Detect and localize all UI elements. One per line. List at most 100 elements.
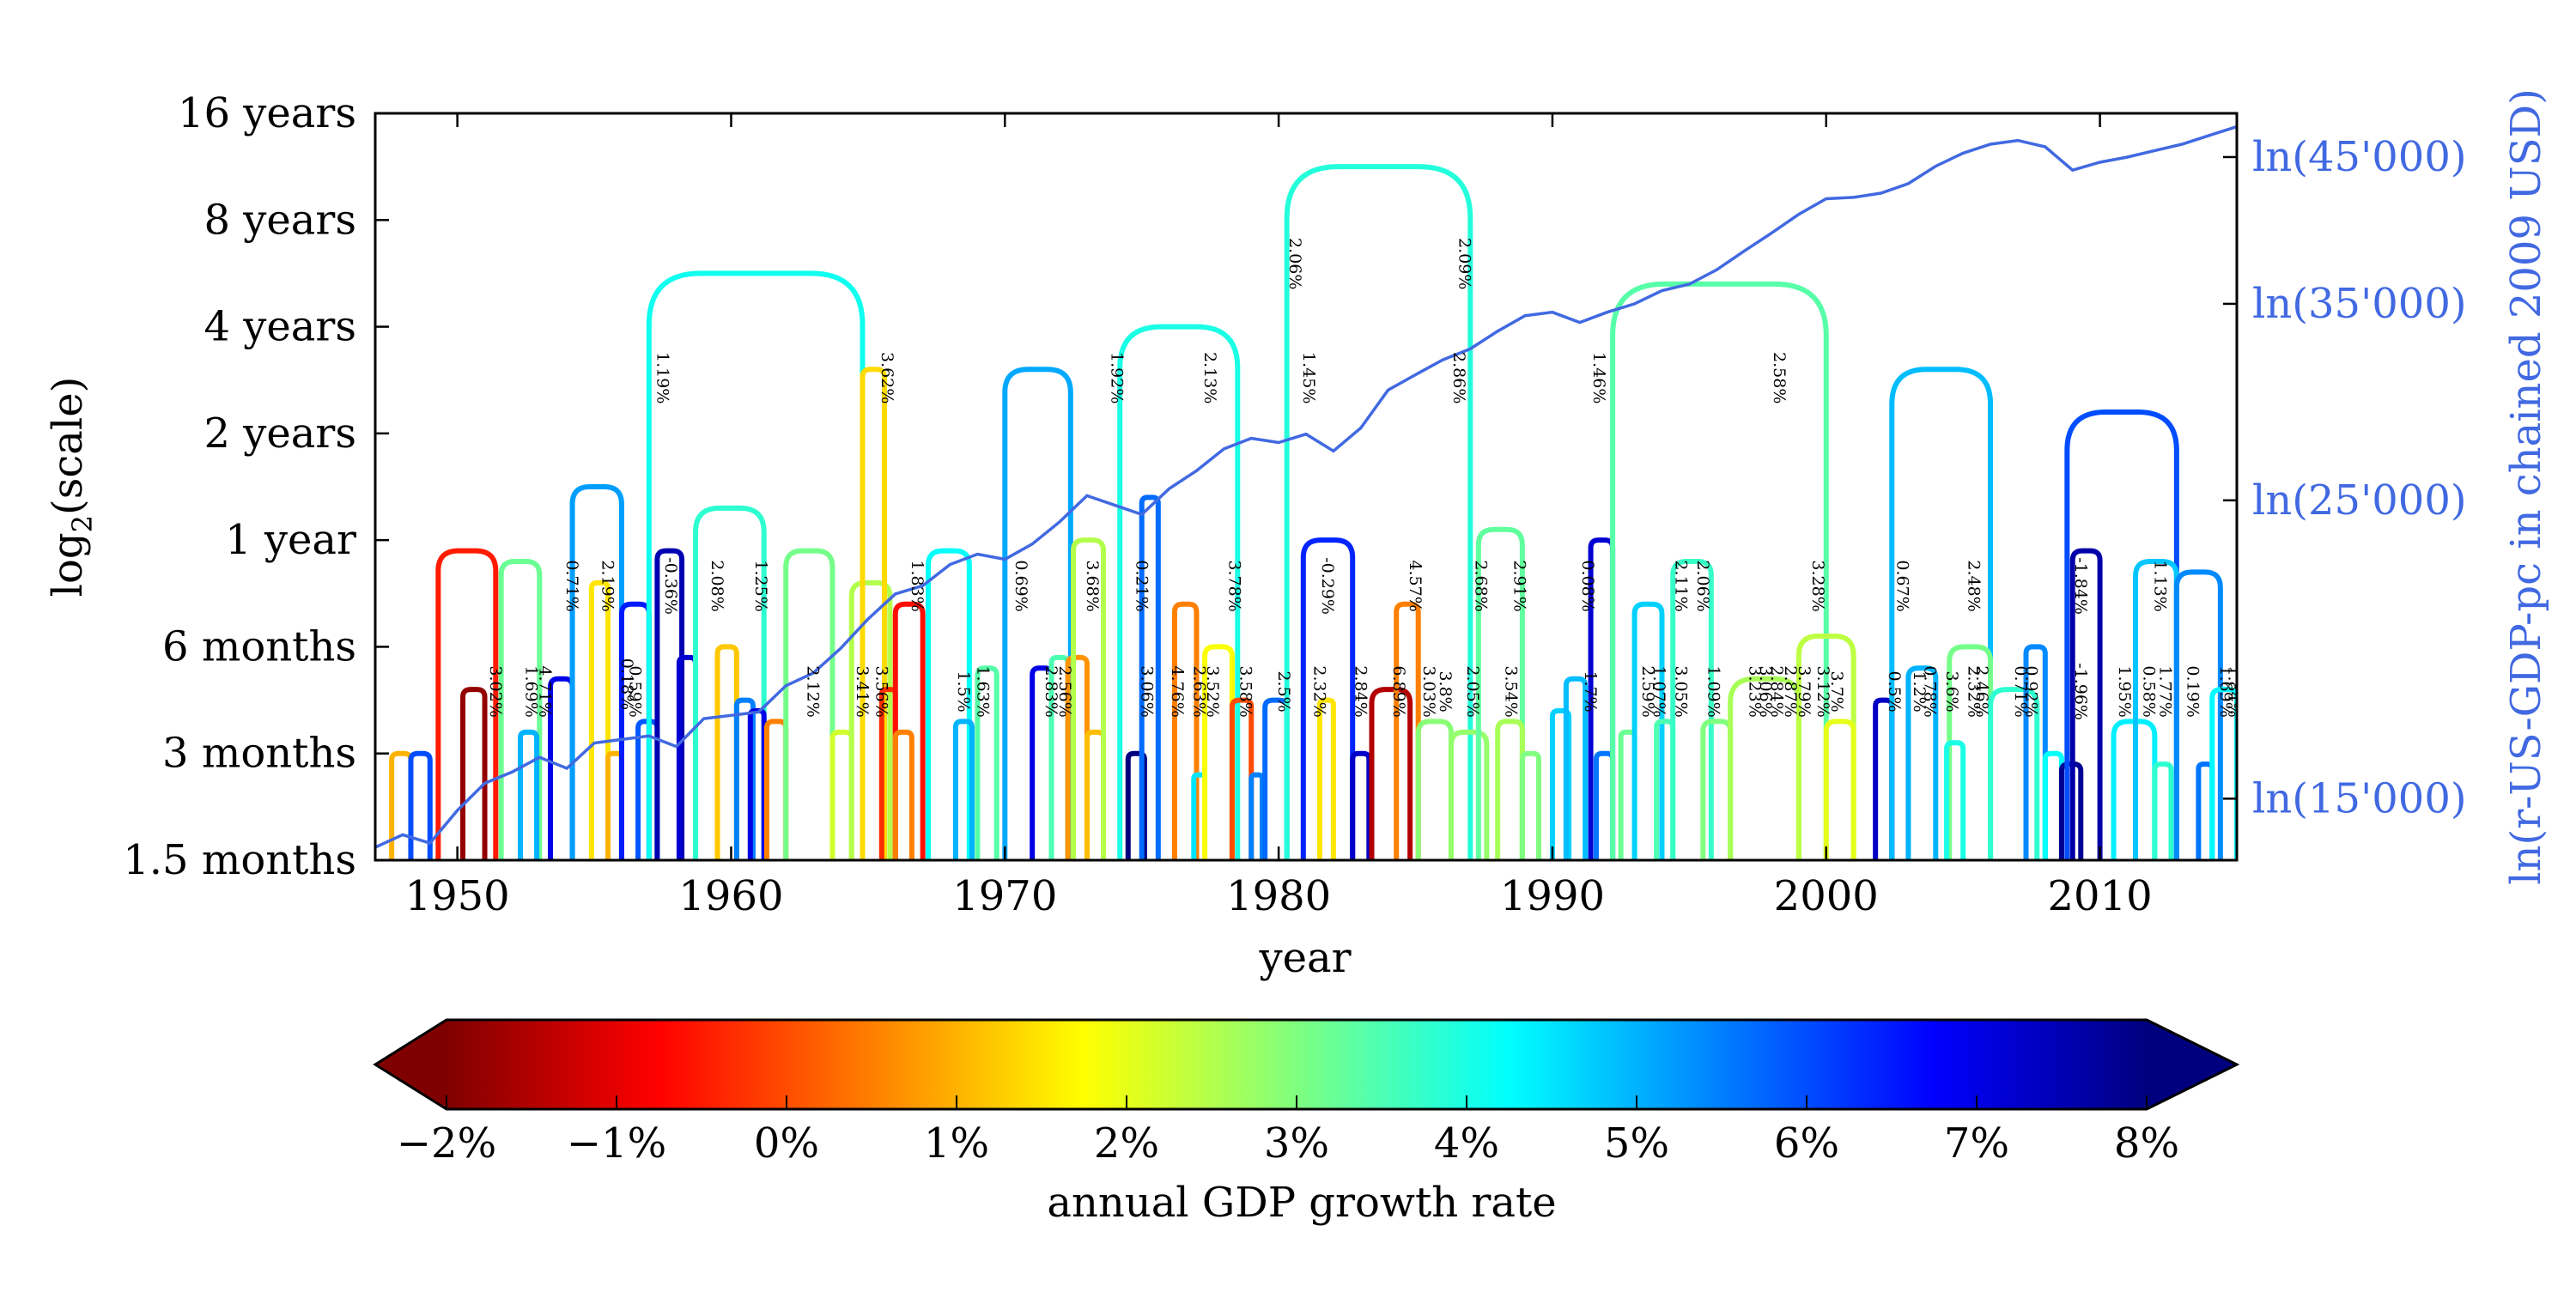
- growth-annotation: 2.56%: [1055, 665, 1074, 717]
- scalogram-region: [1229, 697, 1255, 860]
- growth-annotation: 3.23%: [1746, 665, 1765, 717]
- y-axis-label: log2(scale): [44, 377, 99, 597]
- growth-annotation: 1.45%: [1299, 352, 1318, 403]
- scalogram-region: [460, 687, 488, 860]
- scalogram-region: [1610, 281, 1829, 860]
- growth-annotation: -1.96%: [2071, 663, 2090, 720]
- y-tick-label: 2 years: [204, 409, 356, 458]
- scalogram-region: [1394, 601, 1421, 860]
- scalogram-region: [646, 270, 866, 860]
- growth-annotation: 3.05%: [1671, 665, 1690, 717]
- growth-annotation: 3.54%: [1502, 665, 1521, 717]
- scalogram-region: [2064, 409, 2179, 860]
- colorbar-tick-label: −2%: [397, 1119, 496, 1168]
- growth-annotation: 1.46%: [1589, 352, 1608, 403]
- scalogram-region: [1316, 697, 1336, 860]
- scalogram-region: [1988, 687, 2040, 860]
- scalogram-region: [588, 579, 611, 860]
- growth-annotation: 3.06%: [1138, 665, 1157, 717]
- y-tick-label: 16 years: [178, 89, 356, 137]
- right-tick-label: ln(15'000): [2252, 774, 2467, 822]
- colorbar-gradient: [447, 1020, 2147, 1109]
- scalogram-regions: [389, 164, 2237, 860]
- growth-annotation: 3.41%: [853, 665, 872, 717]
- scalogram-region: [763, 719, 789, 860]
- growth-annotation: 0.5%: [1885, 670, 1904, 712]
- scalogram-region: [2042, 750, 2064, 860]
- scalogram-region: [733, 697, 756, 860]
- growth-annotation: 2.11%: [1671, 560, 1690, 611]
- scalogram-region: [408, 750, 433, 860]
- scalogram-region: [389, 750, 414, 860]
- growth-annotation: 1.69%: [2216, 665, 2235, 717]
- growth-annotation: 1.19%: [653, 352, 671, 403]
- growth-annotation: 4.71%: [535, 665, 554, 717]
- scalogram-region: [1670, 559, 1714, 860]
- growth-annotation: 3.12%: [1814, 665, 1832, 717]
- growth-annotation: 0.21%: [1132, 560, 1151, 611]
- right-tick-label: ln(45'000): [2252, 133, 2467, 181]
- growth-annotation: 3.8%: [1436, 670, 1455, 712]
- scalogram-region: [2069, 548, 2103, 860]
- growth-annotation: 1.7%: [1581, 670, 1600, 712]
- scalogram-region: [1369, 687, 1413, 860]
- scalogram-region: [1495, 719, 1525, 860]
- growth-annotation: 0.78%: [1921, 665, 1940, 717]
- growth-annotation: 2.08%: [708, 560, 726, 611]
- scalogram-region: [975, 665, 999, 860]
- scalogram-region: [1795, 634, 1856, 860]
- scalogram-region: [2133, 559, 2179, 860]
- growth-annotation: 2.13%: [1200, 352, 1219, 403]
- colorbar-tick-label: 4%: [1434, 1119, 1499, 1168]
- scalogram-region: [618, 601, 652, 860]
- growth-annotation: 1.84%: [2224, 665, 2243, 717]
- colorbar-tick-label: −1%: [567, 1119, 666, 1168]
- growth-annotation: 2.06%: [1693, 560, 1712, 611]
- scalogram-region: [693, 505, 767, 860]
- growth-annotation: 2.12%: [804, 665, 823, 717]
- scalogram-region: [654, 548, 685, 860]
- growth-annotation: 2.59%: [1638, 665, 1657, 717]
- scalogram-region: [1002, 367, 1073, 860]
- growth-annotation: 2.86%: [1449, 352, 1468, 403]
- scalogram-region: [517, 729, 540, 860]
- growth-annotation: 3.02%: [486, 665, 505, 717]
- scalogram-region: [1944, 740, 1966, 860]
- y-tick-label: 4 years: [204, 303, 356, 351]
- growth-annotation: 2.09%: [1455, 238, 1474, 289]
- scalogram-region: [1071, 537, 1107, 860]
- x-axis: 1950 1960 1970 1980 1990 2000 2010: [405, 113, 2153, 920]
- growth-annotation: 1.63%: [973, 665, 992, 717]
- growth-annotation: 1.07%: [1649, 665, 1668, 717]
- growth-annotation: 2.83%: [1042, 665, 1060, 717]
- growth-annotation: 2.32%: [1965, 665, 1984, 717]
- scalogram-region: [1117, 324, 1241, 860]
- growth-annotation: 1.25%: [751, 560, 770, 611]
- scalogram-region: [952, 719, 975, 860]
- colorbar-extend-low: [375, 1020, 447, 1109]
- scalogram-region: [892, 601, 926, 860]
- scalogram-region: [498, 559, 543, 860]
- colorbar-tick-label: 5%: [1604, 1119, 1669, 1168]
- scalogram-region: [2023, 644, 2048, 860]
- y-tick-label: 1.5 months: [123, 836, 356, 884]
- colorbar-label: annual GDP growth rate: [1047, 1179, 1556, 1227]
- scalogram-region: [1350, 750, 1372, 860]
- scalogram-region: [1905, 665, 1939, 860]
- y-axis-label-subscript: 2: [66, 515, 99, 532]
- growth-annotation: 0.67%: [1893, 560, 1912, 611]
- colorbar-extend-high: [2147, 1020, 2237, 1109]
- growth-annotation: 4.57%: [1406, 560, 1425, 611]
- growth-annotation: 2.87%: [1781, 665, 1800, 717]
- scalogram-region: [1889, 367, 1994, 860]
- growth-annotation: 3.7%: [1827, 670, 1846, 712]
- scalogram-region: [569, 484, 624, 860]
- scalogram-region: [860, 367, 888, 860]
- growth-annotation: 1.83%: [908, 560, 927, 611]
- growth-annotation: 0.92%: [2022, 665, 2041, 717]
- y-axis-right: ln(15'000) ln(25'000) ln(35'000) ln(45'000): [2223, 133, 2467, 822]
- growth-annotation: 0.18%: [617, 658, 636, 710]
- colorbar-tick-label: 8%: [2114, 1119, 2179, 1168]
- growth-annotation: 2.06%: [1285, 238, 1304, 289]
